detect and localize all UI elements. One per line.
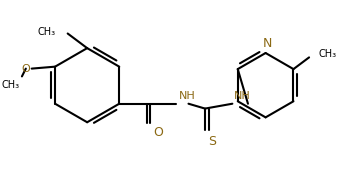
Text: CH₃: CH₃ [319,49,337,59]
Text: CH₃: CH₃ [1,80,19,90]
Text: NH: NH [179,91,196,101]
Text: CH₃: CH₃ [38,27,56,37]
Text: S: S [208,135,216,148]
Text: O: O [154,126,163,139]
Text: NH: NH [234,91,251,101]
Text: O: O [21,64,30,74]
Text: N: N [263,37,272,50]
